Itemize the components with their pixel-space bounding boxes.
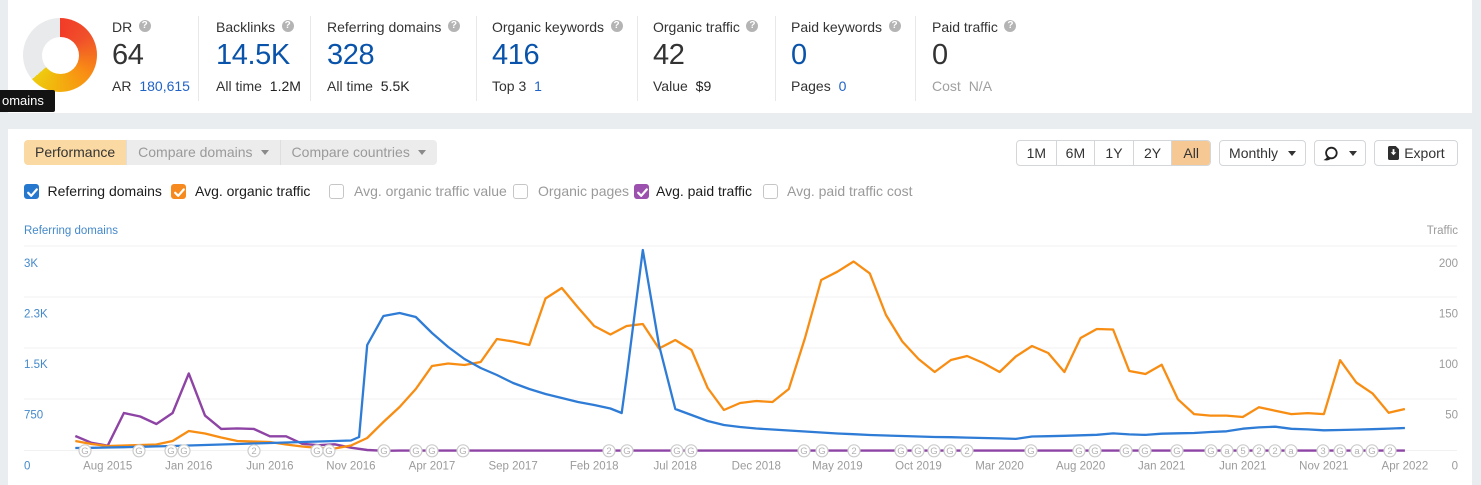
svg-text:G: G [1173, 446, 1180, 457]
svg-text:G: G [1122, 446, 1129, 457]
svg-text:1.5K: 1.5K [24, 359, 48, 371]
svg-text:G: G [1336, 446, 1343, 457]
svg-text:Aug 2015: Aug 2015 [83, 461, 132, 473]
svg-text:May 2019: May 2019 [812, 461, 863, 473]
svg-text:0: 0 [1452, 461, 1458, 473]
svg-text:750: 750 [24, 410, 43, 422]
svg-text:G: G [800, 446, 807, 457]
svg-text:G: G [687, 446, 694, 457]
svg-text:G: G [897, 446, 904, 457]
svg-text:Nov 2021: Nov 2021 [1299, 461, 1348, 473]
svg-text:50: 50 [1445, 410, 1458, 422]
svg-text:a: a [1288, 446, 1294, 457]
svg-text:a: a [1224, 446, 1230, 457]
svg-text:Apr 2022: Apr 2022 [1382, 461, 1429, 473]
svg-text:G: G [1368, 446, 1375, 457]
svg-text:2: 2 [251, 446, 256, 457]
svg-text:Referring domains: Referring domains [24, 225, 118, 237]
svg-text:G: G [325, 446, 332, 457]
svg-text:G: G [135, 446, 142, 457]
svg-text:Apr 2017: Apr 2017 [409, 461, 456, 473]
svg-text:G: G [313, 446, 320, 457]
svg-text:G: G [914, 446, 921, 457]
svg-text:G: G [180, 446, 187, 457]
svg-text:G: G [818, 446, 825, 457]
svg-text:G: G [380, 446, 387, 457]
svg-text:Traffic: Traffic [1427, 225, 1459, 237]
svg-text:G: G [673, 446, 680, 457]
svg-text:G: G [1027, 446, 1034, 457]
svg-text:Jul 2018: Jul 2018 [653, 461, 696, 473]
svg-text:2.3K: 2.3K [24, 309, 48, 321]
svg-text:5: 5 [1240, 446, 1245, 457]
svg-text:0: 0 [24, 461, 30, 473]
svg-text:G: G [623, 446, 630, 457]
svg-text:Dec 2018: Dec 2018 [732, 461, 781, 473]
svg-text:Jan 2016: Jan 2016 [165, 461, 212, 473]
svg-text:G: G [1141, 446, 1148, 457]
svg-text:Sep 2017: Sep 2017 [488, 461, 537, 473]
svg-text:G: G [1075, 446, 1082, 457]
svg-text:3: 3 [1320, 446, 1325, 457]
svg-text:G: G [428, 446, 435, 457]
svg-text:G: G [81, 446, 88, 457]
svg-text:2: 2 [606, 446, 611, 457]
svg-text:G: G [946, 446, 953, 457]
svg-text:Nov 2016: Nov 2016 [326, 461, 375, 473]
svg-text:Jun 2016: Jun 2016 [246, 461, 293, 473]
svg-text:Aug 2020: Aug 2020 [1056, 461, 1105, 473]
svg-text:3K: 3K [24, 258, 38, 270]
svg-text:Jun 2021: Jun 2021 [1219, 461, 1266, 473]
svg-text:2: 2 [964, 446, 969, 457]
svg-text:2: 2 [1272, 446, 1277, 457]
svg-text:Mar 2020: Mar 2020 [975, 461, 1024, 473]
svg-text:G: G [1091, 446, 1098, 457]
svg-text:2: 2 [1387, 446, 1392, 457]
svg-text:2: 2 [851, 446, 856, 457]
svg-text:G: G [167, 446, 174, 457]
svg-text:100: 100 [1439, 359, 1458, 371]
svg-text:Oct 2019: Oct 2019 [895, 461, 942, 473]
svg-text:Feb 2018: Feb 2018 [570, 461, 619, 473]
svg-text:G: G [459, 446, 466, 457]
svg-text:200: 200 [1439, 258, 1458, 270]
svg-text:a: a [1354, 446, 1360, 457]
svg-text:G: G [1207, 446, 1214, 457]
svg-text:2: 2 [1256, 446, 1261, 457]
svg-text:G: G [930, 446, 937, 457]
svg-text:G: G [412, 446, 419, 457]
svg-text:150: 150 [1439, 309, 1458, 321]
svg-text:Jan 2021: Jan 2021 [1138, 461, 1185, 473]
